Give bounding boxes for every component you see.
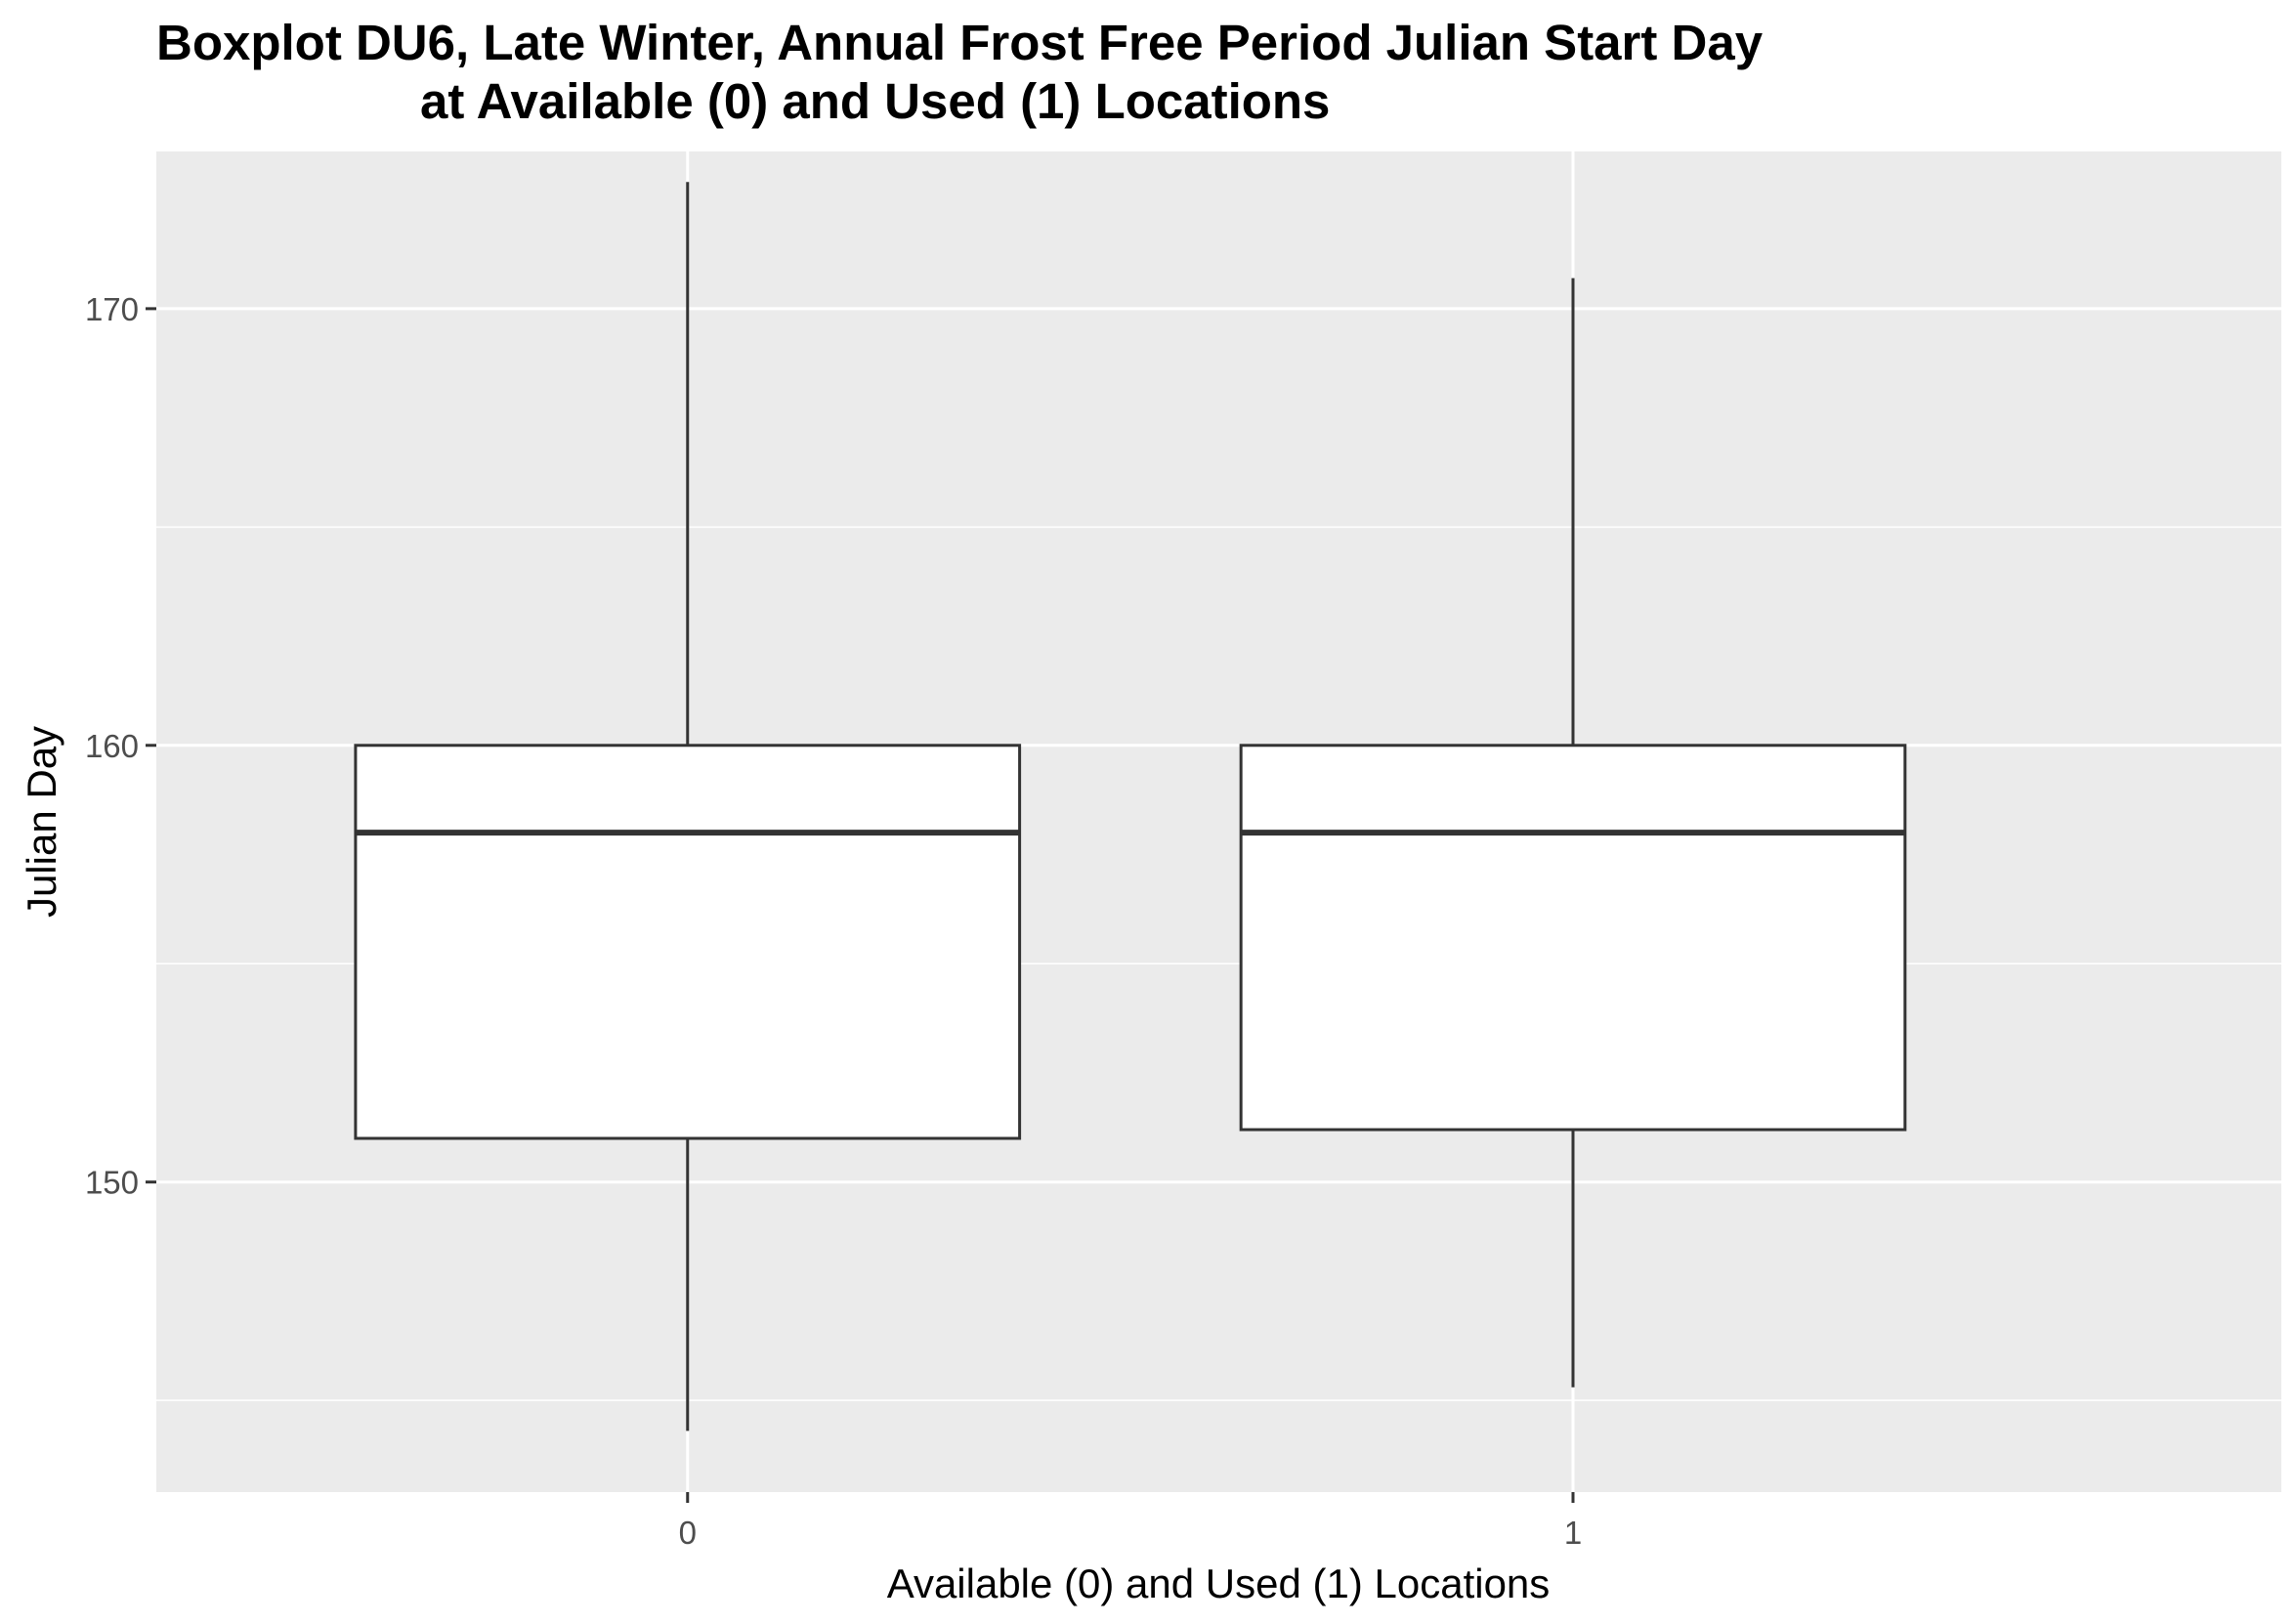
- y-tick-label: 150: [85, 1165, 139, 1201]
- chart-title-line-2: at Available (0) and Used (1) Locations: [420, 73, 1331, 129]
- chart-title-line-1: Boxplot DU6, Late Winter, Annual Frost F…: [156, 15, 1764, 70]
- y-tick-label: 160: [85, 728, 139, 764]
- chart-title: Boxplot DU6, Late Winter, Annual Frost F…: [156, 14, 1763, 131]
- x-tick-label: 0: [679, 1515, 697, 1551]
- box-0: [354, 182, 1022, 1432]
- box-1: [1239, 278, 1907, 1388]
- y-axis-label: Julian Day: [19, 726, 64, 918]
- iqr-box: [354, 744, 1022, 1140]
- x-axis-label: Available (0) and Used (1) Locations: [887, 1560, 1551, 1606]
- axes: 150 160 170 0 1: [85, 291, 1582, 1551]
- box-series: [354, 182, 1907, 1432]
- y-tick-label: 170: [85, 291, 139, 327]
- iqr-box: [1239, 744, 1907, 1132]
- x-tick-label: 1: [1564, 1515, 1582, 1551]
